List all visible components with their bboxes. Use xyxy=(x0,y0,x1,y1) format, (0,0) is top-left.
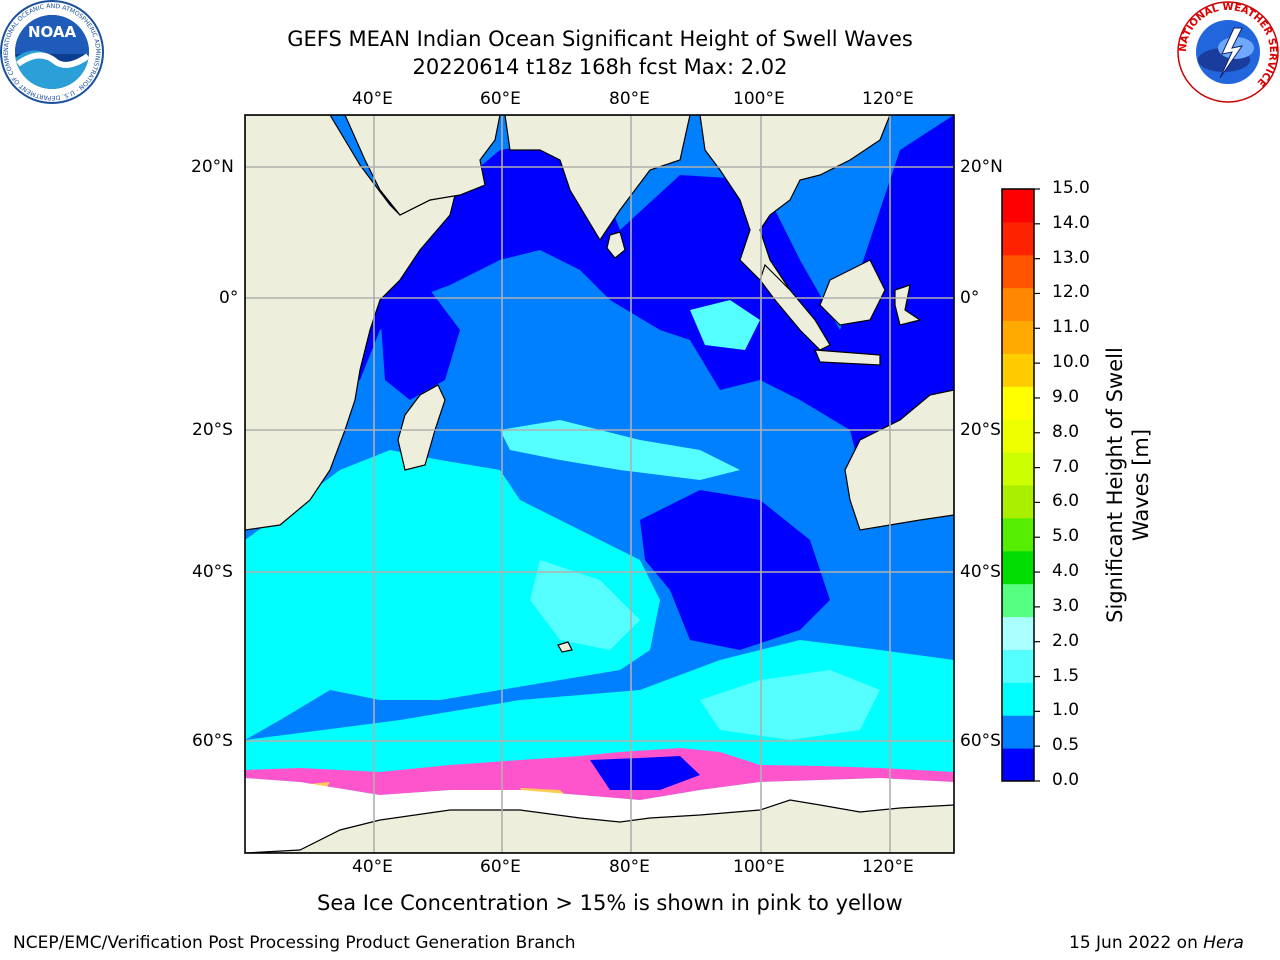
lat-label-left-20s: 20°S xyxy=(192,420,233,440)
graticule xyxy=(245,115,954,853)
swell-band-0-0.5-arabian xyxy=(380,290,460,400)
lat-label-right-60s: 60°S xyxy=(960,731,1001,751)
lon-label-top-40e: 40°E xyxy=(352,89,393,109)
swell-band-1.5-2.0-west xyxy=(690,300,760,350)
swell-band-1.5-2.0 xyxy=(700,670,880,740)
lat-label-right-40s: 40°S xyxy=(960,562,1001,582)
colorbar-cell xyxy=(1002,616,1034,650)
swell-band-0-0.5-south-central xyxy=(640,490,830,650)
footer-branch: NCEP/EMC/Verification Post Processing Pr… xyxy=(13,933,576,953)
colorbar-tick-label: 13.0 xyxy=(1052,247,1090,268)
australia-land xyxy=(844,389,954,531)
lat-label-left-20n: 20°N xyxy=(191,157,234,177)
colorbar-cell xyxy=(1002,287,1034,322)
lon-label-top-60e: 60°E xyxy=(480,89,521,109)
colorbar-tick-label: 2.0 xyxy=(1052,630,1080,651)
colorbar-tick-label: 10.0 xyxy=(1052,352,1090,373)
map-frame xyxy=(244,114,955,854)
lat-label-right-20s: 20°S xyxy=(960,420,1001,440)
colorbar-cell xyxy=(1002,386,1034,420)
colorbar-cell xyxy=(1002,353,1034,387)
colorbar-cell xyxy=(1002,189,1034,223)
colorbar-cell xyxy=(1002,748,1034,782)
swell-band-1.5-2.0-b xyxy=(530,560,640,650)
lat-label-right-20n: 20°N xyxy=(960,157,1003,177)
colorbar-tick-label: 15.0 xyxy=(1052,178,1090,198)
colorbar-tick-label: 3.0 xyxy=(1052,595,1080,616)
colorbar-tick-label: 11.0 xyxy=(1052,317,1090,338)
swell-band-1.0-1.5-west xyxy=(245,450,660,740)
colorbar-tick-label: 8.0 xyxy=(1052,421,1080,442)
colorbar xyxy=(1001,188,1040,782)
colorbar-cell xyxy=(1002,517,1034,552)
colorbar-tick-label: 9.0 xyxy=(1052,386,1080,407)
lat-label-left-60s: 60°S xyxy=(192,731,233,751)
sea-ice-caption: Sea Ice Concentration > 15% is shown in … xyxy=(317,891,903,915)
colorbar-cell xyxy=(1002,221,1034,256)
colorbar-tick-label: 1.5 xyxy=(1052,665,1080,686)
java-land xyxy=(814,349,881,366)
colorbar-cell xyxy=(1002,419,1034,453)
lon-label-top-120e: 120°E xyxy=(862,89,914,109)
lat-label-right-0: 0° xyxy=(960,288,980,308)
colorbar-cell xyxy=(1002,715,1034,749)
footer-date-text: 15 Jun 2022 on xyxy=(1069,933,1204,953)
madagascar-land xyxy=(397,384,446,471)
colorbar-cell xyxy=(1002,649,1034,683)
lon-label-bottom-40e: 40°E xyxy=(352,857,393,877)
colorbar-tick-label: 0.5 xyxy=(1052,735,1080,756)
arabia-land xyxy=(344,115,501,216)
colorbar-title: Significant Height of Swell Waves [m] xyxy=(1103,347,1153,623)
chart-title: GEFS MEAN Indian Ocean Significant Heigh… xyxy=(287,27,913,51)
lon-label-bottom-120e: 120°E xyxy=(862,857,914,877)
colorbar-cell xyxy=(1002,682,1034,716)
borneo-land xyxy=(819,259,886,326)
colorbar-tick-label: 4.0 xyxy=(1052,561,1080,582)
footer-host: Hera xyxy=(1203,933,1244,953)
africa-land xyxy=(245,115,456,531)
kerguelen-island xyxy=(557,641,573,653)
colorbar-tick-label: 12.0 xyxy=(1052,282,1090,303)
sea-ice-core xyxy=(590,756,700,790)
colorbar-tick-label: 5.0 xyxy=(1052,526,1080,547)
colorbar-cell xyxy=(1002,320,1034,354)
sulawesi-land xyxy=(894,284,922,326)
colorbar-cell xyxy=(1002,485,1034,519)
noaa-logo-text: NOAA xyxy=(28,23,77,41)
colorbar-tick-label: 7.0 xyxy=(1052,456,1080,477)
sri-lanka-land xyxy=(606,231,626,259)
lon-label-top-80e: 80°E xyxy=(609,89,650,109)
colorbar-tick-label: 6.0 xyxy=(1052,491,1080,512)
lon-label-bottom-80e: 80°E xyxy=(609,857,650,877)
lon-label-bottom-60e: 60°E xyxy=(480,857,521,877)
colorbar-tick-label: 1.0 xyxy=(1052,700,1080,721)
colorbar-tick-label: 14.0 xyxy=(1052,212,1090,233)
land-masses xyxy=(245,115,954,853)
chart-subtitle: 20220614 t18z 168h fcst Max: 2.02 xyxy=(412,55,788,79)
lat-label-left-40s: 40°S xyxy=(192,562,233,582)
indochina-land xyxy=(699,115,891,301)
swell-band-1.0-1.5-mid xyxy=(500,420,740,480)
lon-label-top-100e: 100°E xyxy=(733,89,785,109)
colorbar-cell xyxy=(1002,254,1034,289)
lat-label-left-0: 0° xyxy=(219,288,239,308)
noaa-logo: NATIONAL OCEANIC AND ATMOSPHERIC ADMINIS… xyxy=(0,0,104,104)
footer-date: 15 Jun 2022 on Hera xyxy=(1069,933,1244,953)
nws-logo: NATIONAL WEATHER SERVICE xyxy=(1177,1,1279,103)
colorbar-cell xyxy=(1002,452,1034,486)
colorbar-tick-label: 0.0 xyxy=(1052,770,1080,790)
colorbar-cell xyxy=(1002,583,1034,618)
india-land xyxy=(504,115,691,242)
lon-label-bottom-100e: 100°E xyxy=(733,857,785,877)
colorbar-cell xyxy=(1002,550,1034,585)
sea-ice-yellow xyxy=(300,782,650,825)
